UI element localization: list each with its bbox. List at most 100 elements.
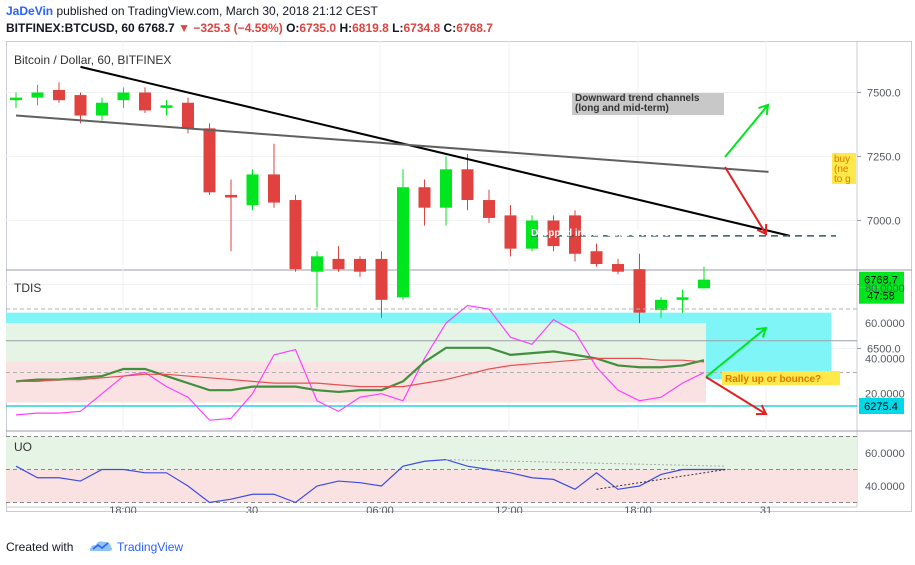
tdis-red-band: [6, 361, 706, 403]
tdis-note-bg: [722, 371, 840, 385]
header-line-1: JaDeVin published on TradingView.com, Ma…: [6, 4, 378, 18]
tdis-pane-title: TDIS: [14, 281, 41, 295]
candle-body: [483, 200, 495, 218]
countdown-tag: [859, 287, 904, 304]
time-tick-label: 06:00: [366, 505, 394, 513]
candle-body: [203, 128, 216, 193]
published-text: published on TradingView.com, March 30, …: [56, 4, 378, 18]
tdis-note-text: Rally up or bounce?: [725, 374, 821, 385]
candle-body: [10, 97, 22, 101]
tdis-down-arrow: [705, 376, 767, 415]
uo-pane-title: UO: [14, 440, 32, 454]
candle-body: [289, 200, 302, 270]
down-triangle-icon: ▼: [178, 21, 190, 35]
candle-body: [698, 279, 710, 289]
trend-note-text: Downward trend channels: [575, 93, 700, 104]
low-value: 6734.8: [403, 21, 441, 35]
candle-body: [612, 264, 624, 272]
candle-body: [311, 256, 323, 272]
candle-body: [53, 89, 65, 101]
time-tick-label: 18:00: [109, 505, 137, 513]
tdis-base-line: [16, 357, 705, 388]
down-arrow: [724, 166, 767, 235]
change-value: −325.3 (−4.59%): [193, 21, 283, 35]
tdis-up-arrow: [705, 327, 767, 378]
countdown-tag-text: 47:58: [867, 291, 895, 303]
tdis-tick-label: 60.0000: [865, 318, 905, 330]
tdis-down-arrow-head: [755, 404, 768, 416]
trend-line: [80, 65, 791, 237]
buy-note-bg: [832, 153, 856, 184]
level-tag: [859, 397, 904, 414]
candle-body: [139, 92, 151, 111]
author-link[interactable]: JaDeVin: [6, 4, 54, 18]
candle-body: [590, 251, 603, 265]
up-arrow-head: [758, 103, 770, 116]
created-with-text: Created with: [6, 540, 74, 554]
trend-note-text: (long and mid-term): [575, 103, 669, 114]
buy-note-text: buy: [834, 154, 850, 165]
uo-tick-label: 40.0000: [865, 481, 905, 493]
support-note-text: Dropped inside support zone: [531, 228, 670, 239]
buy-note-text: to g: [834, 174, 851, 185]
candle-body: [569, 215, 581, 254]
up-arrow: [724, 104, 769, 158]
buy-note-text: (ne: [834, 164, 849, 175]
candle-body: [526, 220, 538, 249]
open-value: 6735.0: [299, 21, 337, 35]
price-tick-label: 7250.0: [867, 152, 901, 164]
candle-body: [655, 299, 667, 311]
candle-body: [504, 215, 517, 249]
candle-body: [461, 169, 474, 201]
uo-green-band: [6, 436, 857, 470]
tradingview-logo-icon[interactable]: [88, 539, 114, 553]
tdis-green-band: [6, 323, 706, 362]
last-price: 6768.7: [138, 21, 175, 35]
candle-body: [547, 220, 560, 247]
close-value: 6768.7: [456, 21, 493, 35]
high-value: 6819.8: [352, 21, 389, 35]
price-tick-label: 7000.0: [867, 216, 901, 228]
candle-body: [332, 258, 345, 270]
tdis-signal-line: [15, 346, 705, 394]
candle-body: [676, 297, 689, 300]
price-tick-label: 6500.0: [867, 344, 901, 356]
tradingview-link[interactable]: TradingView: [117, 540, 184, 554]
footer: Created with: [6, 540, 73, 554]
tdis-tick-label: 80.0000: [865, 283, 905, 295]
down-arrow-head: [756, 223, 768, 236]
level-tag-text: 6275.4: [864, 401, 898, 413]
symbol-label: BITFINEX:BTCUSD, 60: [6, 21, 135, 35]
candle-body: [31, 92, 44, 98]
candle-body: [440, 169, 452, 208]
tdis-tick-label: 40.0000: [865, 353, 905, 365]
candle-body: [397, 187, 409, 298]
tdis-up-arrow-head: [755, 326, 768, 338]
header-line-2: BITFINEX:BTCUSD, 60 6768.7 ▼ −325.3 (−4.…: [6, 21, 493, 35]
time-tick-label: 31: [760, 505, 772, 513]
candle-body: [354, 258, 366, 272]
candle-body: [182, 102, 194, 129]
time-tick-label: 18:00: [624, 505, 652, 513]
uo-tick-label: 60.0000: [865, 448, 905, 460]
candle-body: [225, 194, 237, 198]
chart-border: [6, 41, 912, 512]
trend-note-bg: [572, 93, 724, 115]
last-price-tag-text: 6768.7: [864, 275, 898, 287]
candle-body: [160, 105, 173, 108]
candle-body: [96, 102, 108, 116]
time-tick-label: 30: [246, 505, 258, 513]
candle-body: [74, 95, 87, 116]
last-price-tag: [859, 271, 904, 288]
price-tick-label: 7500.0: [867, 88, 901, 100]
chart-area[interactable]: 7750.07500.07250.07000.06750.06500.018:0…: [6, 41, 912, 513]
candle-body: [246, 174, 259, 206]
main-pane-title: Bitcoin / Dollar, 60, BITFINEX: [14, 53, 171, 67]
candle-body: [117, 92, 130, 101]
candle-body: [375, 258, 388, 300]
uo-red-band: [6, 469, 857, 503]
uo-divergence-line: [445, 459, 726, 467]
candle-body: [268, 174, 280, 203]
candle-body: [418, 187, 431, 208]
trend-line: [15, 114, 769, 173]
